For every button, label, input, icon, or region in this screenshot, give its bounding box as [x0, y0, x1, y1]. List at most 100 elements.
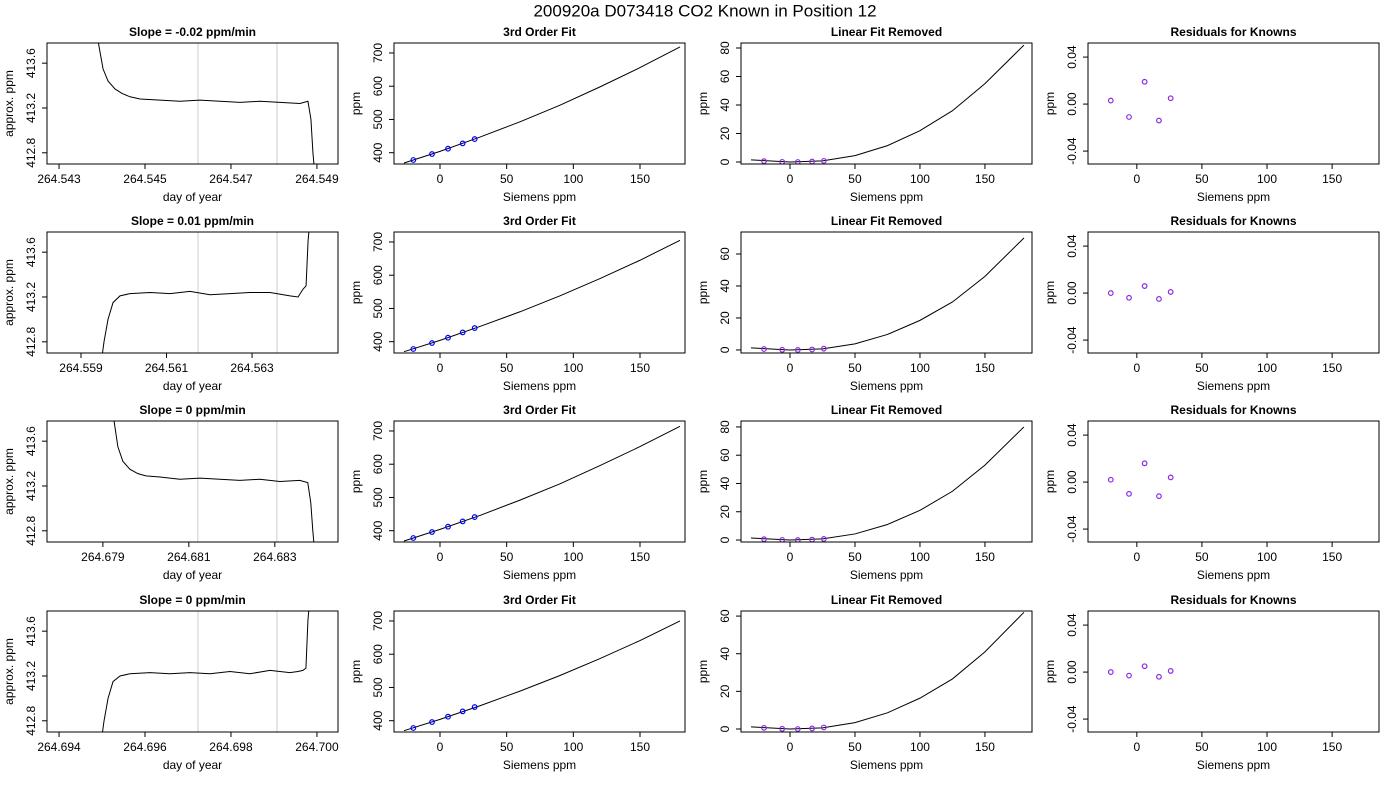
data-point	[1126, 114, 1132, 120]
data-point	[1167, 668, 1174, 674]
x-axis-label: day of year	[163, 568, 222, 582]
data-point	[445, 523, 451, 530]
x-axis-label: Siemens ppm	[850, 190, 923, 204]
y-axis-label: approx. ppm	[2, 638, 16, 705]
x-tick-label: 100	[563, 550, 583, 564]
x-tick-label: 50	[848, 361, 862, 375]
panel: 3rd Order Fit Siemens ppm ppm 0 50 100 150 400 5…	[349, 593, 686, 772]
y-axis-label: ppm	[696, 92, 710, 115]
plot-area	[1107, 78, 1174, 124]
y-tick-label: 40	[718, 98, 732, 112]
data-line	[750, 237, 1025, 351]
y-tick-label: 412.8	[24, 705, 38, 735]
data-point	[410, 535, 417, 541]
x-axis-label: Siemens ppm	[850, 379, 923, 393]
x-tick-label: 264.679	[81, 550, 125, 564]
plot-area	[403, 620, 681, 732]
x-tick-label: 150	[1322, 550, 1342, 564]
data-point	[1141, 78, 1148, 85]
y-tick-label: 0.00	[1065, 470, 1079, 494]
y-axis-label: ppm	[1043, 660, 1057, 683]
y-tick-label: 412.8	[24, 515, 38, 545]
data-line	[403, 620, 681, 732]
y-tick-label: 80	[718, 420, 732, 434]
plot-area	[750, 611, 1025, 732]
panel: 3rd Order Fit Siemens ppm ppm 0 50 100 150 400 5…	[349, 403, 686, 582]
data-point	[761, 158, 767, 164]
x-axis-label: Siemens ppm	[503, 190, 576, 204]
panel: Slope = 0 ppm/min day of year approx. ppm 2…	[2, 593, 339, 772]
data-point	[779, 536, 786, 542]
x-tick-label: 150	[1322, 172, 1342, 186]
y-tick-label: 40	[718, 476, 732, 490]
x-tick-label: 150	[975, 550, 995, 564]
y-axis-label: ppm	[1043, 470, 1057, 493]
data-point	[779, 346, 786, 353]
data-point	[820, 345, 827, 352]
plot-frame	[1087, 231, 1380, 354]
x-tick-label: 264.698	[209, 740, 253, 754]
data-point	[410, 725, 417, 731]
x-tick-label: 50	[500, 172, 514, 186]
x-tick-label: 0	[437, 172, 444, 186]
y-tick-label: 80	[718, 41, 732, 55]
x-tick-label: 150	[975, 172, 995, 186]
x-tick-label: 264.683	[253, 550, 297, 564]
y-tick-label: 600	[371, 454, 385, 474]
x-tick-label: 0	[787, 172, 794, 186]
x-tick-label: 0	[787, 361, 794, 375]
y-tick-label: 0.04	[1065, 234, 1079, 258]
y-tick-label: 0.04	[1065, 613, 1079, 637]
y-tick-label: 400	[371, 331, 385, 351]
y-tick-label: 600	[371, 76, 385, 96]
x-tick-label: 0	[1133, 361, 1140, 375]
y-tick-label: 412.8	[24, 326, 38, 356]
x-tick-label: 50	[848, 172, 862, 186]
data-point	[1126, 294, 1132, 301]
data-point	[410, 346, 417, 352]
data-line	[113, 421, 315, 542]
data-point	[1126, 490, 1132, 497]
y-tick-label: 20	[718, 505, 732, 519]
x-tick-label: 150	[975, 740, 995, 754]
data-point	[779, 725, 786, 732]
x-tick-label: 100	[1257, 550, 1277, 564]
panel: Residuals for Knowns Siemens ppm ppm 0 50 100…	[1043, 403, 1380, 582]
plot-frame	[1087, 42, 1380, 165]
y-tick-label: 600	[371, 644, 385, 664]
x-tick-label: 50	[1195, 740, 1209, 754]
y-axis-label: ppm	[696, 281, 710, 304]
data-point	[1141, 460, 1148, 467]
x-tick-label: 264.681	[167, 550, 211, 564]
data-point	[794, 347, 801, 353]
data-point	[471, 514, 478, 520]
x-axis-label: Siemens ppm	[503, 758, 576, 772]
y-tick-label: 60	[718, 448, 732, 462]
x-axis-label: Siemens ppm	[1197, 568, 1270, 582]
x-tick-label: 264.543	[37, 172, 81, 186]
panel: 3rd Order Fit Siemens ppm ppm 0 50 100 150 400 5…	[349, 25, 686, 204]
y-tick-label: 0	[718, 536, 732, 543]
panel: Residuals for Knowns Siemens ppm ppm 0 50 100…	[1043, 25, 1380, 204]
panel: 3rd Order Fit Siemens ppm ppm 0 50 100 150 400 5…	[349, 214, 686, 393]
data-line	[102, 611, 310, 732]
y-tick-label: 413.2	[24, 93, 38, 123]
data-point	[429, 151, 435, 157]
plot-frame	[740, 420, 1033, 543]
x-tick-label: 50	[848, 550, 862, 564]
y-tick-label: 400	[371, 710, 385, 730]
x-tick-label: 0	[1133, 550, 1140, 564]
page-title: 200920a D073418 CO2 Known in Position 12	[533, 1, 876, 20]
x-tick-label: 264.696	[123, 740, 167, 754]
x-tick-label: 100	[910, 172, 930, 186]
data-point	[1156, 493, 1162, 500]
x-axis-label: Siemens ppm	[503, 568, 576, 582]
y-tick-label: 0.00	[1065, 660, 1079, 684]
x-tick-label: 50	[1195, 172, 1209, 186]
panel-title: Linear Fit Removed	[831, 403, 942, 417]
x-tick-label: 100	[563, 172, 583, 186]
x-tick-label: 100	[1257, 172, 1277, 186]
panel: Linear Fit Removed Siemens ppm ppm 0 50 100 15…	[696, 214, 1033, 393]
x-axis-label: Siemens ppm	[1197, 190, 1270, 204]
x-tick-label: 264.563	[230, 361, 274, 375]
